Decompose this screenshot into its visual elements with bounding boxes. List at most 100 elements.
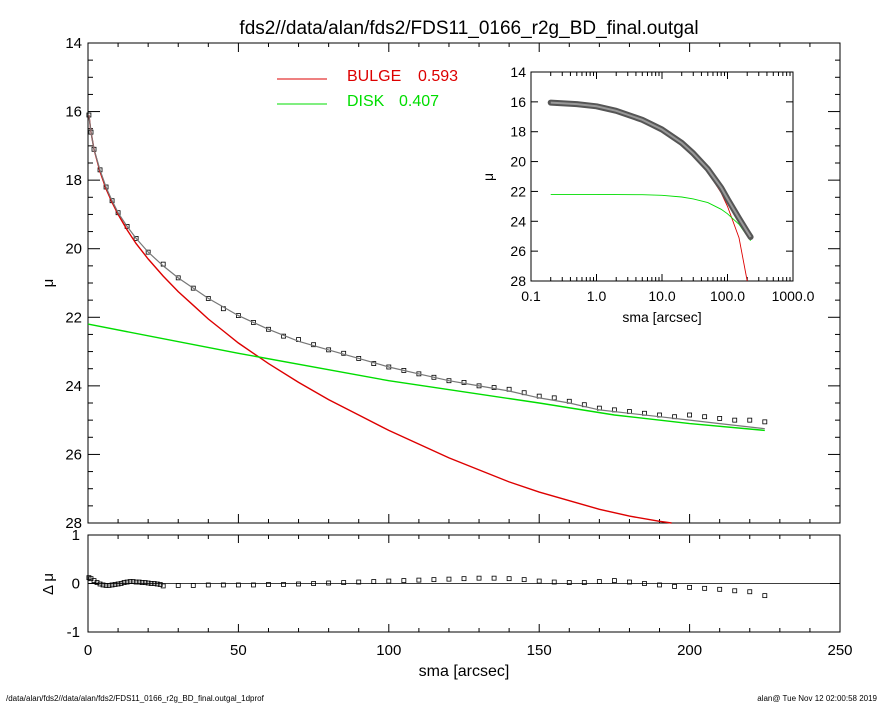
legend-bulge-label: BULGE [347,68,401,85]
x-tick-label: 250 [827,642,852,659]
legend-disk-value: 0.407 [399,93,439,110]
residual-point [612,578,617,583]
y-tick-label: 26 [510,243,526,259]
residual-point [461,576,467,582]
residual-point [94,580,100,585]
residual-point [121,580,127,585]
inset-plot: 0.1 1.0 10.0 100.0 1000.0 14 16 18 20 22 24 26 28 sm… [480,64,815,325]
residual-point [657,582,662,588]
residual-point [521,577,527,583]
y-tick-label: 18 [65,172,82,189]
y-tick-label: 0 [72,576,80,593]
model-total-line [88,114,765,430]
residual-point [151,581,157,586]
residual-point [175,583,181,588]
inset-ylabel: μ [480,173,496,181]
y-tick-label: 28 [65,515,82,532]
residual-point [762,593,768,599]
residual-point [506,576,512,582]
residual-point [551,579,557,585]
chart-title: fds2//data/alan/fds2/FDS11_0166_r2g_BD_f… [239,18,698,39]
residual-point [566,580,572,585]
observed-point [551,395,557,401]
main-ticks: 14 16 18 20 22 24 26 28 [65,35,841,532]
residual-point [136,579,142,585]
residual-point [371,579,377,584]
residual-point [100,582,106,588]
observed-point [251,320,256,325]
observed-point [732,417,738,423]
legend-disk-label: DISK [347,93,385,110]
x-tick-label: 1000.0 [772,288,815,304]
residual-point [190,583,196,588]
x-tick-label: 1.0 [587,288,607,304]
residual-point [732,588,738,594]
residual-point [145,580,151,586]
y-tick-label: 24 [65,378,82,395]
residual-point [220,582,226,588]
footer-timestamp: alan@ Tue Nov 12 02:00:58 2019 [757,694,877,703]
observed-point [687,412,692,418]
observed-point [235,313,241,318]
residual-xlabel: sma [arcsec] [419,663,510,680]
residual-point [106,583,112,588]
residual-point [142,580,148,585]
inset-xlabel: sma [arcsec] [622,309,701,325]
x-tick-label: 100 [376,642,401,659]
y-tick-label: -1 [67,624,80,641]
x-tick-label: 150 [527,642,552,659]
series-line-disk [87,323,765,432]
inset-model-total-line [550,101,752,238]
residual-point [386,578,392,584]
y-tick-label: 1 [72,527,80,544]
legend: BULGE 0.593 DISK 0.407 [277,68,458,110]
residual-ylabel: Δ μ [40,573,57,595]
residual-point [326,580,332,586]
residual-point [133,579,139,585]
x-tick-label: 0 [84,642,92,659]
residual-series [86,575,768,599]
y-tick-label: 22 [65,309,82,326]
inset-series-line-disk [550,193,751,241]
residual-point [103,583,109,588]
x-tick-label: 10.0 [648,288,675,304]
residual-point [281,582,286,587]
residual-point [702,585,708,591]
observed-point [145,249,151,255]
inset-ticks: 0.1 1.0 10.0 100.0 1000.0 14 16 18 20 22 24 26 28 [510,64,814,304]
residual-point [431,577,437,583]
residual-point [112,582,118,587]
residual-point [642,581,647,586]
y-tick-label: 28 [510,273,526,289]
x-tick-label: 50 [230,642,247,659]
y-tick-label: 24 [510,213,526,229]
residual-point [581,580,587,585]
main-series [86,112,768,524]
residual-point [476,575,482,581]
residual-point [118,581,124,586]
y-tick-label: 14 [510,64,526,80]
y-tick-label: 14 [65,35,82,52]
residual-point [124,579,130,585]
residual-point [109,582,115,588]
residual-point [235,582,241,588]
residual-point [251,582,256,588]
observed-point [747,417,753,423]
residual-point [115,581,121,587]
residual-point [627,579,632,585]
residual-point [687,584,692,590]
series-line-bulge [88,114,672,524]
residual-point [205,582,211,588]
main-plot: 14 16 18 20 22 24 26 28 μ [40,35,841,532]
y-tick-label: 16 [65,104,82,121]
y-tick-label: 20 [65,241,82,258]
y-tick-label: 18 [510,124,526,140]
residual-point [130,579,136,584]
residual-point [154,581,160,587]
observed-point [762,419,768,425]
residual-point [401,578,407,583]
residual-point [266,582,271,587]
